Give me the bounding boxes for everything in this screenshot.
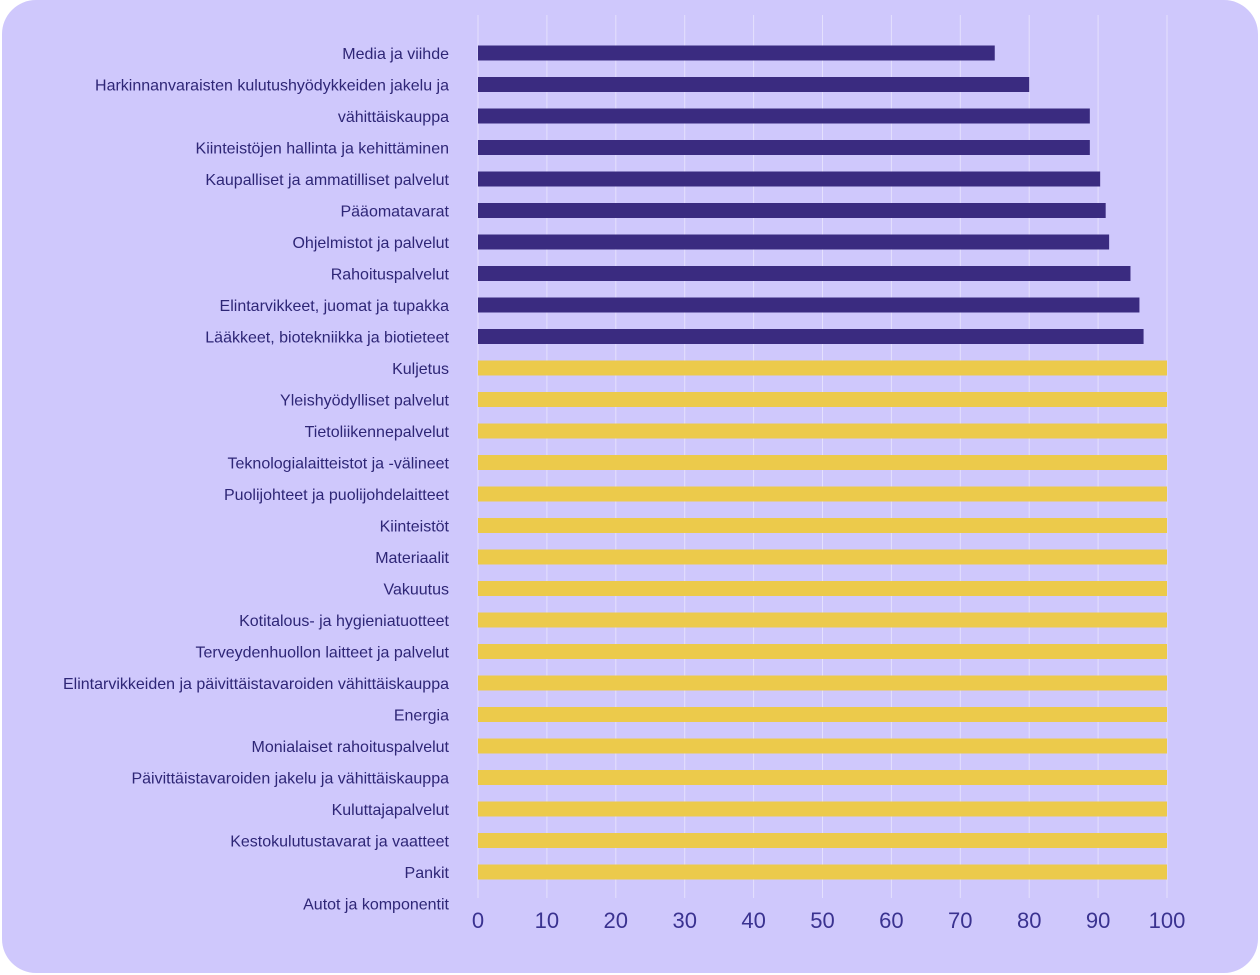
category-label: Päivittäistavaroiden jakelu ja vähittäis…	[131, 771, 449, 788]
bar	[478, 518, 1167, 533]
category-label: Pankit	[405, 865, 450, 882]
category-label: Lääkkeet, biotekniikka ja biotieteet	[205, 330, 449, 347]
x-tick-label: 10	[535, 908, 559, 933]
category-label: Monialaiset rahoituspalvelut	[252, 739, 450, 756]
x-tick-label: 50	[810, 908, 834, 933]
bar	[478, 108, 1090, 124]
x-tick-label: 40	[741, 908, 765, 933]
x-axis-tick-labels: 0 10 20 30 40 50 60 70 80 90 100	[472, 908, 1185, 933]
category-label: Energia	[394, 708, 449, 725]
bar	[478, 707, 1167, 722]
x-tick-label: 80	[1017, 908, 1041, 933]
bar	[478, 612, 1167, 628]
bar	[478, 864, 1167, 880]
category-label: Elintarvikkeet, juomat ja tupakka	[220, 298, 450, 315]
category-label: Ohjelmistot ja palvelut	[292, 235, 449, 252]
bar	[478, 738, 1167, 754]
category-label: Puolijohteet ja puolijohdelaitteet	[224, 487, 450, 504]
bar	[478, 581, 1167, 596]
category-label: Media ja viihde	[342, 46, 449, 63]
x-tick-label: 0	[472, 908, 484, 933]
category-label: Tietoliikennepalvelut	[305, 424, 450, 441]
bar	[478, 770, 1167, 785]
bar	[478, 234, 1110, 250]
bar	[478, 77, 1030, 92]
bar	[478, 140, 1090, 155]
category-label: Pääomatavarat	[340, 204, 449, 221]
bar	[478, 801, 1167, 817]
category-label: Terveydenhuollon laitteet ja palvelut	[196, 645, 450, 662]
bar	[478, 486, 1167, 502]
category-labels: Media ja viihde Harkinnanvaraisten kulutu…	[63, 46, 450, 914]
bar	[478, 266, 1131, 281]
x-tick-label: 30	[672, 908, 696, 933]
category-label: Vakuutus	[383, 582, 449, 599]
bar	[478, 45, 995, 61]
bar	[478, 549, 1167, 565]
category-label: vähittäiskauppa	[338, 109, 449, 126]
bar	[478, 297, 1140, 313]
x-tick-label: 60	[879, 908, 903, 933]
bar	[478, 171, 1101, 187]
category-label: Kuluttajapalvelut	[332, 802, 450, 819]
category-label: Yleishyödylliset palvelut	[280, 393, 450, 410]
x-tick-label: 90	[1086, 908, 1110, 933]
bar	[478, 360, 1167, 376]
bar	[478, 455, 1167, 470]
x-tick-label: 70	[948, 908, 972, 933]
category-label: Kestokulutustavarat ja vaatteet	[230, 834, 449, 851]
category-label: Kuljetus	[392, 361, 449, 378]
bar	[478, 203, 1106, 218]
bar	[478, 392, 1167, 407]
category-label: Kiinteistöjen hallinta ja kehittäminen	[196, 141, 449, 158]
category-label: Teknologialaitteistot ja -välineet	[228, 456, 450, 473]
category-label: Rahoituspalvelut	[331, 267, 450, 284]
category-label: Elintarvikkeiden ja päivittäistavaroiden…	[63, 676, 449, 693]
bar	[478, 329, 1144, 344]
bar	[478, 644, 1167, 659]
category-label: Kiinteistöt	[380, 519, 450, 536]
category-label: Kaupalliset ja ammatilliset palvelut	[205, 172, 449, 189]
category-label: Harkinnanvaraisten kulutushyödykkeiden j…	[95, 78, 449, 95]
category-label: Autot ja komponentit	[303, 897, 449, 914]
bar	[478, 675, 1167, 691]
category-label: Kotitalous- ja hygieniatuotteet	[239, 613, 449, 630]
bars	[478, 45, 1167, 880]
bar	[478, 423, 1167, 439]
bar	[478, 833, 1167, 848]
x-tick-label: 100	[1149, 908, 1186, 933]
x-tick-label: 20	[604, 908, 628, 933]
category-label: Materiaalit	[375, 550, 449, 567]
